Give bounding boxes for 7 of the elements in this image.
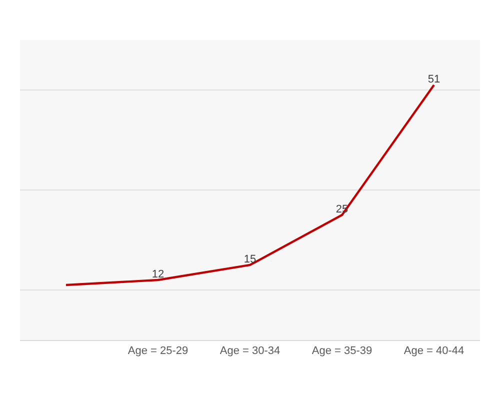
x-tick-label: Age = 25-29 [128, 345, 188, 358]
x-tick-label: Age = 40-44 [404, 345, 464, 358]
data-label: 15 [244, 253, 256, 266]
data-label: 12 [152, 268, 164, 280]
x-tick-label: Age = 35-39 [312, 345, 372, 358]
data-label: 51 [428, 73, 440, 86]
x-tick-label: Age = 30-34 [220, 345, 280, 358]
